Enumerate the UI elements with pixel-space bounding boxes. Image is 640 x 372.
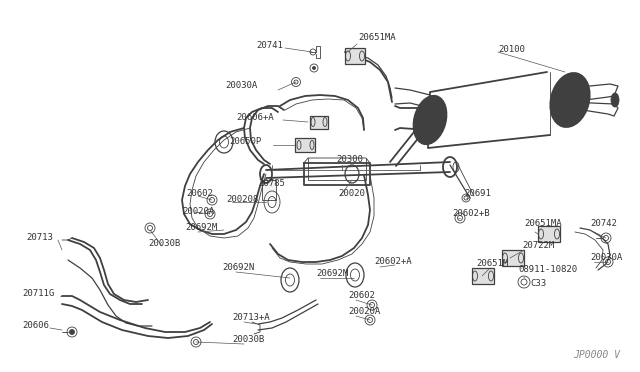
Text: 20713: 20713 [26, 234, 53, 243]
Text: 20692M: 20692M [316, 269, 348, 279]
Ellipse shape [611, 93, 619, 107]
Text: C33: C33 [530, 279, 546, 289]
Text: 20030B: 20030B [232, 336, 264, 344]
Text: JP0000 V: JP0000 V [573, 350, 620, 360]
Text: 20692N: 20692N [222, 263, 254, 273]
Text: 20020A: 20020A [348, 308, 380, 317]
Text: 200208: 200208 [226, 196, 259, 205]
Bar [472, 268, 494, 284]
Text: 20100: 20100 [498, 45, 525, 55]
Circle shape [312, 67, 316, 70]
Text: 20742: 20742 [590, 219, 617, 228]
Text: 20741: 20741 [256, 42, 283, 51]
Text: 20020: 20020 [338, 189, 365, 199]
Bar [345, 48, 365, 64]
Text: 20691: 20691 [464, 189, 491, 199]
Text: 20650P: 20650P [230, 138, 262, 147]
Text: 20030B: 20030B [148, 240, 180, 248]
Text: 20722M: 20722M [522, 241, 554, 250]
Circle shape [70, 330, 74, 334]
Text: 20651MA: 20651MA [358, 33, 396, 42]
Bar [295, 138, 315, 152]
Text: 20030A: 20030A [226, 81, 258, 90]
Text: 20785: 20785 [258, 179, 285, 187]
Bar [538, 226, 560, 242]
Text: 20300: 20300 [336, 155, 363, 164]
Text: 20692M: 20692M [185, 224, 217, 232]
Text: 20030A: 20030A [590, 253, 622, 262]
Bar [262, 180, 276, 200]
Text: 20651MA: 20651MA [524, 219, 562, 228]
Bar [310, 116, 328, 129]
Ellipse shape [550, 73, 589, 127]
Text: 20711G: 20711G [22, 289, 54, 298]
Text: 20020A: 20020A [182, 206, 214, 215]
Bar [502, 250, 524, 266]
Text: 20602: 20602 [348, 292, 375, 301]
Text: 20602+A: 20602+A [374, 257, 412, 266]
Text: 08911-10820: 08911-10820 [518, 266, 577, 275]
Text: 20606+A: 20606+A [236, 113, 274, 122]
Text: 20602+B: 20602+B [452, 208, 490, 218]
Ellipse shape [413, 96, 447, 144]
Text: 20602: 20602 [186, 189, 213, 199]
Text: 20713+A: 20713+A [232, 314, 269, 323]
Text: 20651M: 20651M [476, 259, 508, 267]
Text: 20606: 20606 [22, 321, 49, 330]
